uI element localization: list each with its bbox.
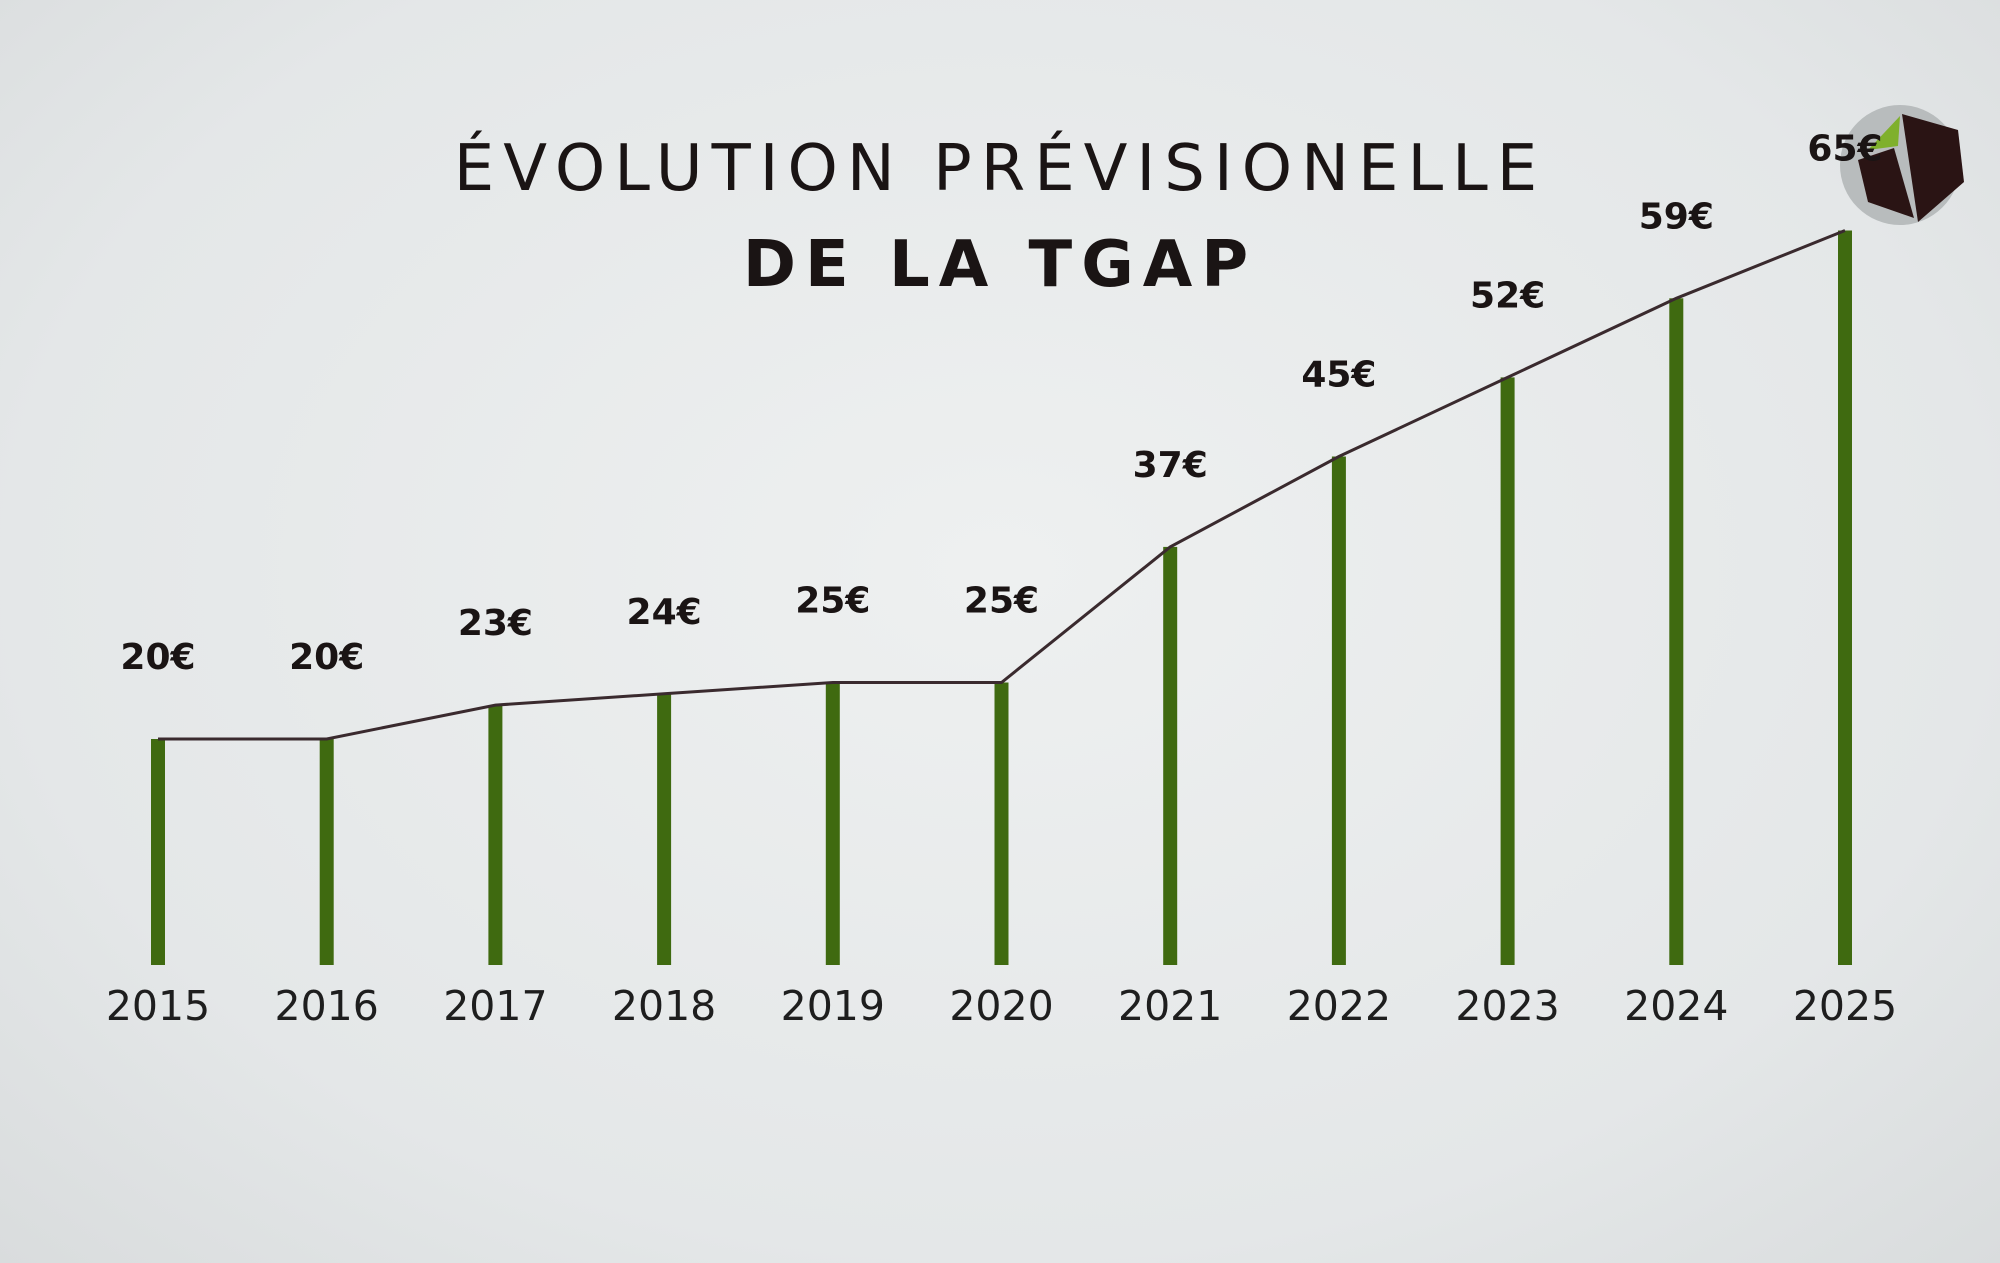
- value-label-2023: 52€: [1470, 275, 1545, 316]
- bar-2022: [1331, 456, 1346, 965]
- bar-2015: [151, 739, 165, 965]
- value-label-2020: 25€: [964, 581, 1039, 622]
- x-tick-label-2024: 2024: [1624, 982, 1728, 1030]
- x-tick-label-2015: 2015: [106, 982, 210, 1030]
- value-label-2018: 24€: [627, 592, 702, 633]
- bar-2019: [825, 682, 840, 965]
- x-tick-label-2018: 2018: [612, 982, 716, 1030]
- value-label-2019: 25€: [795, 581, 870, 622]
- x-tick-label-2022: 2022: [1287, 982, 1391, 1030]
- x-tick-label-2020: 2020: [949, 982, 1053, 1030]
- x-tick-label-2017: 2017: [443, 982, 547, 1030]
- bar-group: [151, 230, 1852, 965]
- value-label-2016: 20€: [289, 637, 364, 678]
- x-axis-labels: 2015 2016 2017 2018 2019 2020 2021 2022 2023 2024…: [106, 982, 1897, 1030]
- bar-2024: [1669, 298, 1684, 965]
- bar-2023: [1500, 377, 1515, 965]
- value-label-2017: 23€: [458, 603, 533, 644]
- x-tick-label-2025: 2025: [1793, 982, 1897, 1030]
- bar-2020: [994, 682, 1009, 965]
- x-tick-label-2021: 2021: [1118, 982, 1222, 1030]
- bar-2017: [488, 705, 503, 965]
- bar-2025: [1838, 230, 1852, 965]
- bar-2016: [319, 739, 334, 965]
- chart-title-line2: DE LA TGAP: [742, 228, 1258, 302]
- company-logo-icon: [1840, 105, 1964, 225]
- value-label-2021: 37€: [1133, 445, 1208, 486]
- x-tick-label-2019: 2019: [781, 982, 885, 1030]
- bar-2021: [1163, 546, 1178, 965]
- value-label-2025: 65€: [1807, 129, 1882, 170]
- bar-2018: [657, 693, 672, 965]
- chart-title-line1: ÉVOLUTION PRÉVISIONELLE: [453, 132, 1547, 206]
- value-labels: 20€ 20€ 23€ 24€ 25€ 25€ 37€ 45€ 52€ 59€ 65€: [120, 129, 1882, 679]
- value-label-2024: 59€: [1639, 196, 1714, 237]
- value-label-2015: 20€: [120, 637, 195, 678]
- x-tick-label-2023: 2023: [1455, 982, 1559, 1030]
- trend-line: [158, 229, 1846, 741]
- value-label-2022: 45€: [1301, 355, 1376, 396]
- x-tick-label-2016: 2016: [275, 982, 379, 1030]
